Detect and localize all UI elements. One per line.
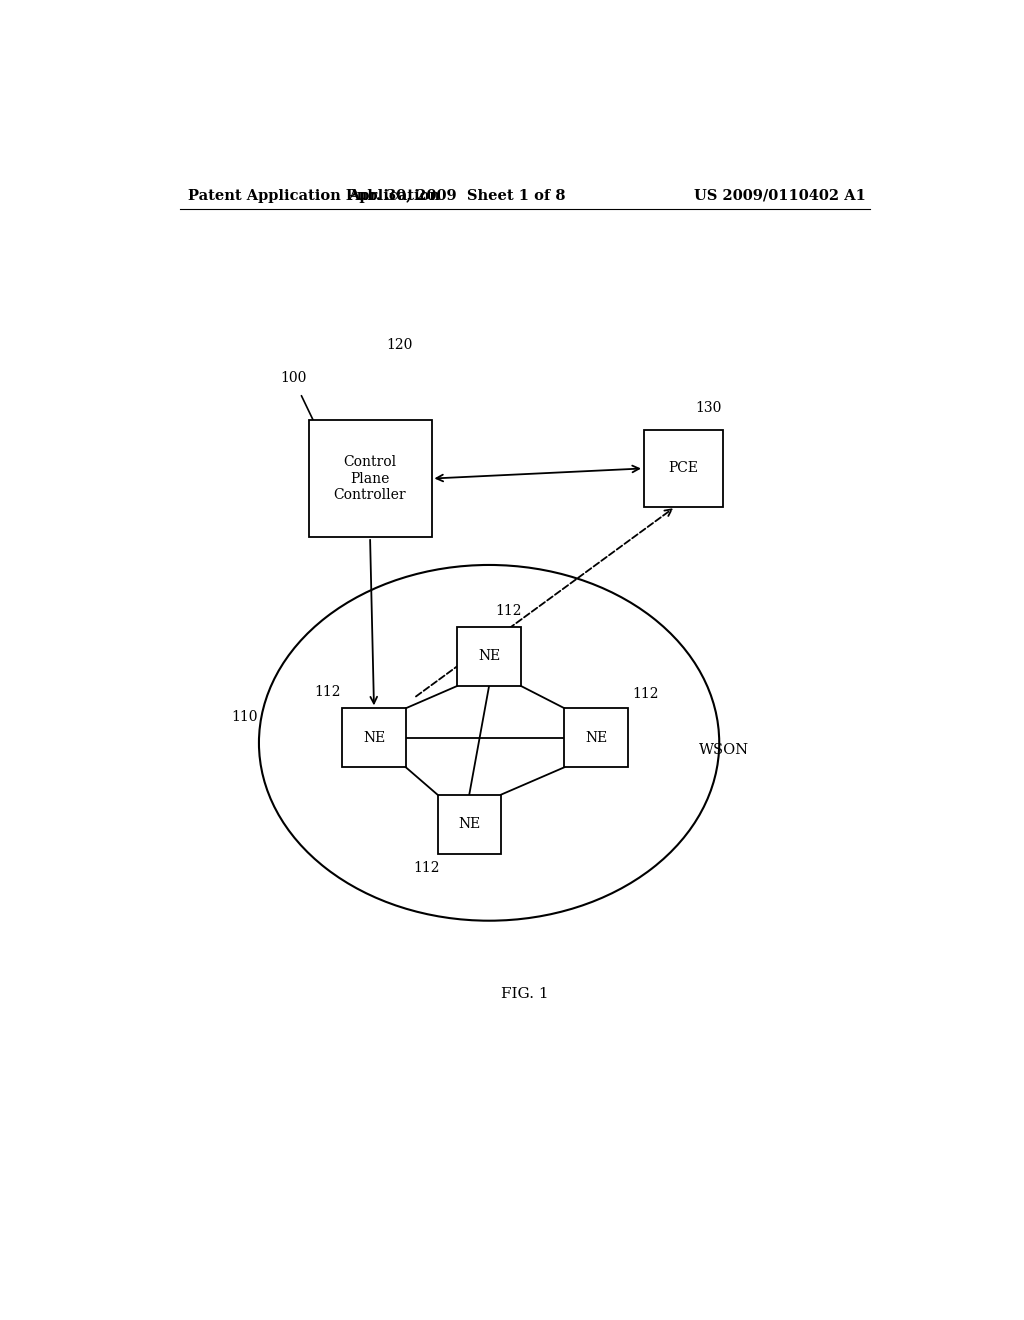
- Text: Patent Application Publication: Patent Application Publication: [187, 189, 439, 203]
- Text: WSON: WSON: [699, 743, 750, 756]
- Text: 120: 120: [386, 338, 413, 351]
- Text: US 2009/0110402 A1: US 2009/0110402 A1: [694, 189, 866, 203]
- FancyBboxPatch shape: [564, 709, 628, 767]
- Text: 130: 130: [695, 400, 722, 414]
- FancyBboxPatch shape: [308, 420, 431, 537]
- FancyBboxPatch shape: [342, 709, 406, 767]
- Text: NE: NE: [585, 731, 607, 744]
- Text: Apr. 30, 2009  Sheet 1 of 8: Apr. 30, 2009 Sheet 1 of 8: [348, 189, 566, 203]
- Text: 112: 112: [414, 861, 440, 875]
- Text: 100: 100: [281, 371, 307, 385]
- Text: 112: 112: [632, 688, 658, 701]
- FancyBboxPatch shape: [437, 795, 501, 854]
- FancyBboxPatch shape: [458, 627, 521, 686]
- Text: PCE: PCE: [669, 462, 698, 475]
- FancyBboxPatch shape: [644, 430, 723, 507]
- Text: FIG. 1: FIG. 1: [501, 987, 549, 1001]
- Text: 112: 112: [496, 603, 522, 618]
- Text: 110: 110: [231, 710, 258, 725]
- Text: NE: NE: [362, 731, 385, 744]
- Text: NE: NE: [458, 817, 480, 832]
- Text: Control
Plane
Controller: Control Plane Controller: [334, 455, 407, 502]
- Text: NE: NE: [478, 649, 500, 664]
- Text: 112: 112: [314, 685, 341, 700]
